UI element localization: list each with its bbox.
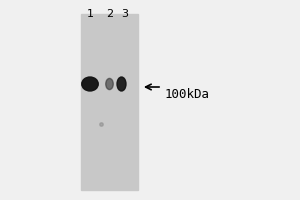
Bar (81, 14, 138, 190)
Text: 100kDa: 100kDa (165, 88, 210, 100)
Text: 3: 3 (121, 9, 128, 19)
Ellipse shape (117, 77, 126, 91)
Ellipse shape (106, 78, 113, 90)
Text: 2: 2 (106, 9, 113, 19)
Ellipse shape (82, 77, 98, 91)
Text: 1: 1 (86, 9, 94, 19)
